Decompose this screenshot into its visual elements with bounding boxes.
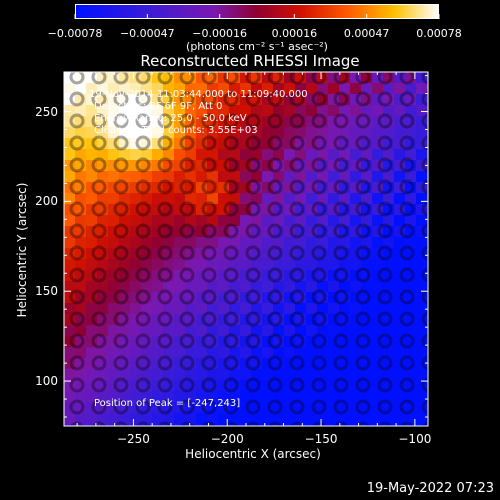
- colorbar-tick-label: −0.00078: [47, 27, 103, 40]
- y-axis-label: Heliocentric Y (arcsec): [15, 182, 29, 318]
- y-tick-label: 200: [35, 194, 58, 209]
- y-tick-label: 250: [35, 104, 58, 119]
- annotation-detectors: Detectors: 3F 6F 9F, Att 0: [94, 101, 223, 112]
- annotation-peak: Position of Peak = [-247,243]: [94, 398, 241, 409]
- x-tick-label: −200: [210, 432, 244, 446]
- x-tick-label: −250: [116, 432, 150, 446]
- colorbar-unit: (photons cm⁻² s⁻¹ asec⁻²): [186, 40, 328, 53]
- x-tick-label: −150: [304, 432, 338, 446]
- chart-title: Reconstructed RHESSI Image: [140, 52, 360, 70]
- colorbar-tick-label: 0.00078: [416, 27, 462, 40]
- colorbar-tick-label: −0.00047: [119, 27, 175, 40]
- colorbar: [75, 4, 439, 19]
- x-tick-label: −100: [398, 432, 432, 446]
- colorbar-tick-label: 0.00047: [343, 27, 390, 40]
- annotation-time: 19-Nov-2014 11:03:44.000 to 11:09:40.000: [89, 89, 308, 100]
- axis-ticks: [64, 72, 428, 426]
- annotation-clean: Clean Total counts: 3.55E+03: [94, 125, 258, 136]
- y-tick-label: 150: [35, 284, 58, 299]
- annotation-energy: Energy Range: 25.0 - 50.0 keV: [94, 113, 247, 124]
- timestamp: 19-May-2022 07:23: [366, 481, 494, 496]
- colorbar-ticks: [74, 14, 440, 19]
- colorbar-tick-label: 0.00016: [271, 27, 318, 40]
- colorbar-tick-label: −0.00016: [192, 27, 248, 40]
- x-axis-label: Heliocentric X (arcsec): [185, 447, 321, 461]
- y-tick-label: 100: [35, 374, 58, 389]
